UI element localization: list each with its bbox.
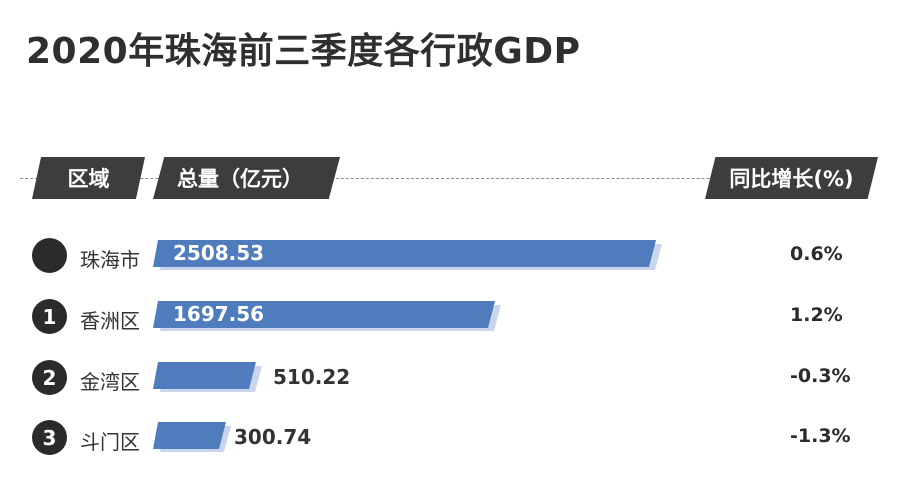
- header-region: 区域: [32, 157, 145, 199]
- chart-title: 2020年珠海前三季度各行政GDP: [26, 31, 581, 72]
- region-name: 珠海市: [80, 248, 140, 272]
- rank-badge: [32, 238, 67, 273]
- region-name: 香洲区: [80, 309, 140, 333]
- bar-value: 510.22: [273, 365, 351, 389]
- table-row: 珠海市 2508.53 0.6%: [0, 236, 900, 276]
- growth-value: 0.6%: [790, 243, 843, 265]
- table-row: 1 香洲区 1697.56 1.2%: [0, 297, 900, 337]
- region-name: 斗门区: [80, 430, 140, 454]
- gdp-bar: [153, 422, 226, 449]
- growth-value: 1.2%: [790, 304, 843, 326]
- gdp-bar: [153, 240, 656, 267]
- growth-value: -1.3%: [790, 425, 851, 447]
- rank-badge: 1: [32, 299, 67, 334]
- header-growth: 同比增长(%): [705, 157, 878, 199]
- gdp-bar: [153, 362, 256, 389]
- table-row: 3 斗门区 300.74 -1.3%: [0, 418, 900, 458]
- region-name: 金湾区: [80, 370, 140, 394]
- table-row: 2 金湾区 510.22 -0.3%: [0, 358, 900, 398]
- gdp-bar: [153, 301, 495, 328]
- rank-badge: 2: [32, 360, 67, 395]
- bar-value: 2508.53: [173, 241, 265, 265]
- rank-badge: 3: [32, 420, 67, 455]
- bar-value: 1697.56: [173, 302, 265, 326]
- growth-value: -0.3%: [790, 365, 851, 387]
- header-total: 总量（亿元）: [153, 157, 340, 199]
- header-divider: [20, 178, 870, 179]
- bar-value: 300.74: [234, 425, 312, 449]
